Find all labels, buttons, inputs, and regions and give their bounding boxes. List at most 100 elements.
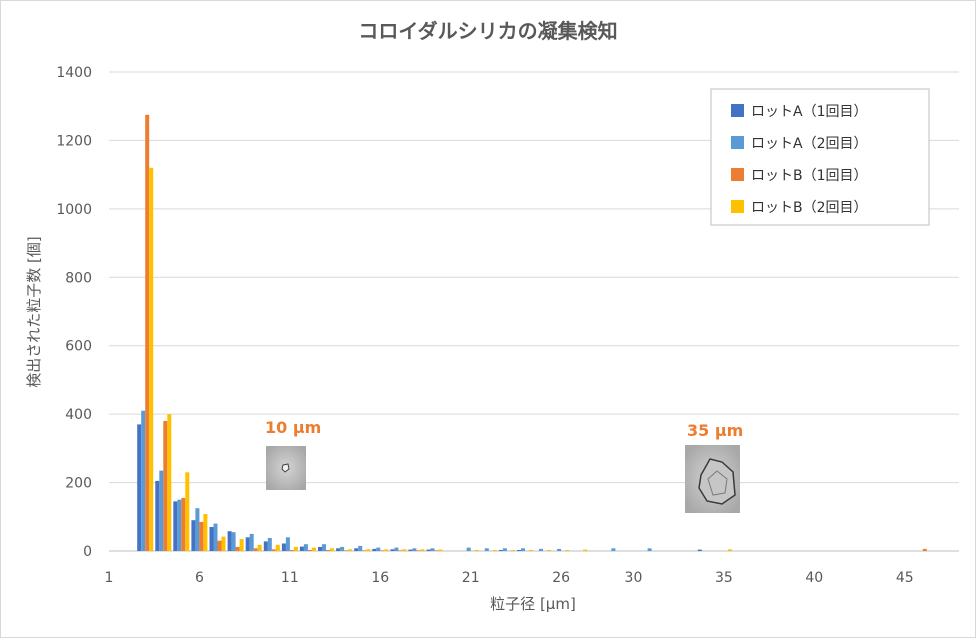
bar: [358, 545, 363, 551]
bar: [177, 499, 182, 551]
y-tick-label: 1200: [56, 133, 92, 149]
bar: [149, 167, 154, 552]
bar: [484, 548, 489, 551]
x-tick-label: 1: [105, 570, 114, 586]
x-tick-label: 40: [805, 570, 823, 586]
legend-swatch: [731, 104, 744, 117]
bar: [416, 550, 421, 551]
annotations: 10 µm 35 µm: [265, 418, 743, 513]
bar: [213, 523, 218, 551]
bar: [137, 424, 142, 551]
bar: [366, 549, 371, 551]
bar: [394, 547, 399, 551]
bar: [322, 544, 326, 551]
bar: [173, 501, 178, 551]
bar: [340, 546, 345, 551]
x-tick-label: 45: [896, 570, 914, 586]
bar: [303, 544, 308, 551]
bar: [510, 550, 515, 551]
bar: [565, 550, 570, 551]
x-tick-label: 6: [195, 570, 204, 586]
bar: [466, 547, 471, 551]
bar: [727, 549, 732, 551]
bar: [354, 548, 359, 551]
bar: [249, 533, 254, 551]
legend-swatch: [731, 136, 744, 149]
bar: [167, 414, 172, 551]
bar: [221, 536, 226, 551]
bar: [557, 548, 562, 551]
bar: [521, 548, 525, 551]
bar: [311, 547, 316, 551]
x-tick-label: 30: [625, 570, 643, 586]
bar: [145, 114, 150, 552]
bar: [271, 549, 276, 551]
legend-box: [710, 88, 930, 226]
bar: [245, 537, 250, 551]
bar: [922, 548, 927, 551]
particle-shape-small: [281, 463, 290, 473]
chart-title: コロイダルシリカの凝集検知: [358, 19, 618, 43]
bar: [203, 514, 208, 551]
bar: [330, 548, 334, 551]
bar: [195, 508, 200, 551]
bar: [376, 547, 381, 551]
bar: [257, 544, 262, 551]
bar: [362, 550, 367, 551]
bar: [159, 470, 164, 551]
bar: [307, 550, 312, 551]
legend-label: ロットB（2回目）: [751, 200, 868, 216]
x-tick-label: 35: [715, 570, 733, 586]
bar: [217, 540, 222, 551]
y-tick-label: 800: [65, 270, 92, 286]
bar: [474, 550, 479, 551]
bar: [372, 548, 377, 551]
particle-shape-large: [698, 458, 736, 505]
bar: [344, 550, 349, 551]
bar: [348, 549, 353, 551]
x-tick-label: 11: [281, 570, 299, 586]
y-tick-label: 1000: [56, 202, 92, 218]
bar: [163, 421, 168, 551]
bar: [318, 546, 322, 551]
x-tick-label: 21: [462, 570, 480, 586]
bar: [408, 549, 413, 551]
bar: [390, 549, 395, 551]
bar: [141, 410, 146, 551]
bar: [412, 548, 417, 551]
bar: [583, 549, 588, 551]
bar: [502, 548, 507, 551]
bar: [398, 550, 403, 551]
bar: [547, 550, 551, 551]
bar: [235, 546, 240, 551]
bar: [529, 550, 533, 551]
x-tick-label: 26: [552, 570, 570, 586]
y-tick-label: 600: [65, 339, 92, 355]
y-axis-title: 検出された粒子数 [個]: [25, 236, 43, 387]
bar: [239, 539, 244, 551]
legend-label: ロットA（1回目）: [751, 104, 867, 120]
legend-label: ロットA（2回目）: [751, 136, 867, 152]
bar: [426, 549, 431, 551]
bar: [285, 537, 290, 551]
bar: [611, 548, 616, 551]
bar: [293, 546, 298, 551]
bar: [434, 550, 439, 551]
bar: [275, 544, 280, 551]
legend: ロットA（1回目） ロットA（2回目） ロットB（1回目） ロットB（2回目）: [710, 88, 930, 226]
annotation-label: 35 µm: [687, 421, 743, 440]
bar: [420, 549, 425, 551]
y-tick-label: 1400: [56, 65, 92, 81]
bar: [263, 541, 268, 551]
bar: [384, 549, 389, 551]
legend-swatch: [731, 200, 744, 213]
bars: [137, 114, 927, 552]
bar: [402, 549, 407, 551]
bar: [185, 472, 190, 551]
legend-swatch: [731, 168, 744, 181]
bar: [299, 546, 304, 551]
bar: [438, 549, 443, 551]
x-tick-label: 16: [371, 570, 389, 586]
